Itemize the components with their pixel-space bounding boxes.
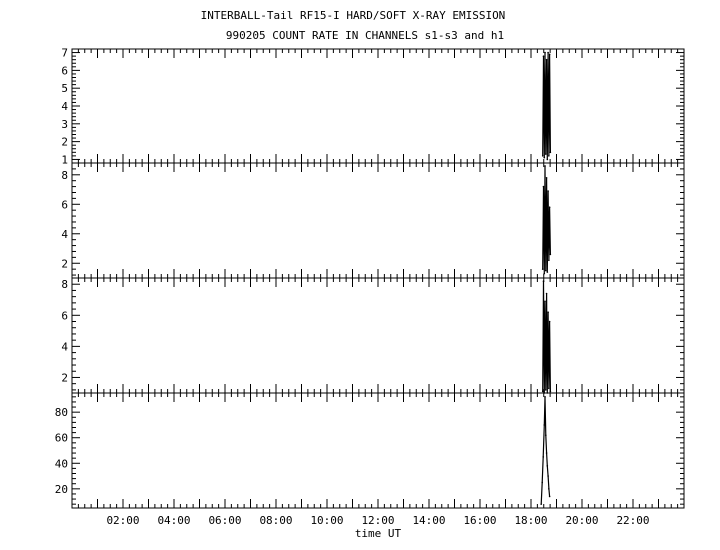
data-point xyxy=(548,259,550,262)
data-point xyxy=(541,155,544,157)
data-point xyxy=(548,155,550,157)
x-tick-label: 22:00 xyxy=(616,514,649,527)
x-tick-label: 14:00 xyxy=(412,514,445,527)
y-tick-label: 2 xyxy=(61,136,68,149)
panel-frame xyxy=(71,162,685,279)
y-tick-label: 20 xyxy=(55,483,68,496)
data-series-line xyxy=(542,52,552,160)
chart-title: INTERBALL-Tail RF15-I HARD/SOFT X-RAY EM… xyxy=(201,9,506,22)
data-point xyxy=(544,389,547,391)
data-point xyxy=(542,456,545,458)
data-point xyxy=(542,185,545,188)
y-tick-label: 60 xyxy=(55,432,68,445)
panel-frame xyxy=(71,392,685,509)
panel-4: 20 40 60 80 xyxy=(55,392,685,509)
data-point xyxy=(548,320,551,323)
data-point xyxy=(542,55,545,57)
data-point xyxy=(545,292,548,295)
x-tick-labels: 02:00 04:00 06:00 08:00 10:00 12:00 14:00 16:00… xyxy=(106,514,649,527)
y-tick-label: 1 xyxy=(61,153,68,166)
x-tick-label: 20:00 xyxy=(565,514,598,527)
data-point xyxy=(549,151,552,154)
panels-group: 1 2 3 4 5 6 7 2 4 6 8 2 4 6 8 20 40 60 80 xyxy=(55,47,685,509)
y-tick-label: 4 xyxy=(61,100,68,113)
data-point xyxy=(543,156,546,159)
data-point xyxy=(548,206,551,209)
x-tick-label: 06:00 xyxy=(208,514,241,527)
x-axis-label: time UT xyxy=(355,527,402,540)
x-tick-label: 16:00 xyxy=(463,514,496,527)
data-point xyxy=(544,269,547,272)
data-point xyxy=(546,158,549,161)
data-point xyxy=(545,452,548,454)
data-series-line xyxy=(540,396,551,505)
data-point xyxy=(544,300,546,303)
data-point xyxy=(545,58,548,61)
data-point xyxy=(548,387,550,390)
data-point xyxy=(548,495,551,498)
y-tick-label: 7 xyxy=(61,47,68,60)
data-point xyxy=(544,51,546,54)
data-point xyxy=(541,268,544,270)
x-tick-label: 18:00 xyxy=(514,514,547,527)
data-point xyxy=(547,475,549,477)
y-tick-label: 8 xyxy=(61,169,68,182)
y-tick-label: 2 xyxy=(61,371,68,384)
y-tick-label: 4 xyxy=(61,340,68,353)
x-tick-label: 12:00 xyxy=(361,514,394,527)
data-point xyxy=(546,271,549,273)
y-tick-label: 6 xyxy=(61,309,68,322)
chart-subtitle: 990205 COUNT RATE IN CHANNELS s1-s3 and … xyxy=(226,29,504,42)
data-point xyxy=(543,272,546,275)
x-tick-label: 02:00 xyxy=(106,514,139,527)
panel-2: 2 4 6 8 xyxy=(61,162,685,279)
data-point xyxy=(543,424,546,426)
x-tick-label: 04:00 xyxy=(157,514,190,527)
data-point xyxy=(549,253,552,256)
data-point xyxy=(540,503,542,505)
data-point xyxy=(544,165,546,167)
data-point xyxy=(547,51,549,54)
panel-frame xyxy=(71,277,685,394)
x-tick-label: 08:00 xyxy=(259,514,292,527)
y-tick-label: 40 xyxy=(55,457,68,470)
y-tick-label: 4 xyxy=(61,228,68,241)
data-point xyxy=(545,176,548,179)
data-point xyxy=(544,396,546,398)
y-tick-label: 5 xyxy=(61,82,68,95)
data-point xyxy=(542,280,545,282)
data-point xyxy=(547,190,549,192)
panel-1: 1 2 3 4 5 6 7 xyxy=(61,47,685,166)
y-tick-label: 6 xyxy=(61,64,68,77)
data-series-line xyxy=(542,281,551,394)
y-tick-label: 2 xyxy=(61,257,68,270)
x-tick-label: 10:00 xyxy=(310,514,343,527)
y-tick-label: 6 xyxy=(61,198,68,211)
y-tick-label: 8 xyxy=(61,278,68,291)
data-point xyxy=(549,390,552,393)
data-point xyxy=(547,311,549,313)
panel-frame xyxy=(71,48,685,164)
data-point xyxy=(546,465,549,467)
panel-3: 2 4 6 8 xyxy=(61,277,685,394)
data-point xyxy=(548,488,550,490)
data-point xyxy=(544,153,547,155)
data-point xyxy=(541,481,544,484)
data-point xyxy=(548,53,551,56)
data-series-line xyxy=(542,165,551,274)
data-point xyxy=(544,434,547,436)
y-tick-label: 3 xyxy=(61,118,68,131)
data-point xyxy=(541,390,544,393)
y-tick-label: 80 xyxy=(55,406,68,419)
